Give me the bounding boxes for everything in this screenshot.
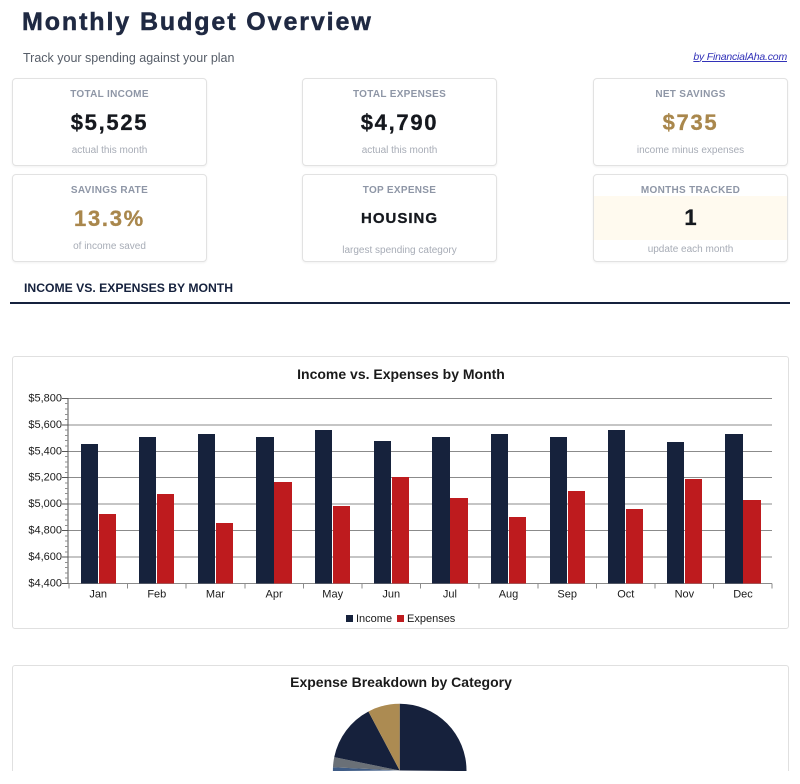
svg-text:Expenses: Expenses <box>407 613 456 625</box>
svg-text:Dec: Dec <box>733 589 753 601</box>
svg-text:Aug: Aug <box>499 589 519 601</box>
svg-text:$5,000: $5,000 <box>28 498 62 510</box>
svg-text:Sep: Sep <box>557 589 577 601</box>
svg-text:May: May <box>322 589 343 601</box>
svg-text:Income: Income <box>356 613 392 625</box>
svg-text:Jan: Jan <box>89 589 107 601</box>
svg-text:Mar: Mar <box>206 589 225 601</box>
svg-text:Feb: Feb <box>147 589 166 601</box>
svg-text:$5,400: $5,400 <box>28 445 62 457</box>
svg-text:$4,600: $4,600 <box>28 551 62 563</box>
svg-text:Expense Breakdown by Category: Expense Breakdown by Category <box>290 674 512 690</box>
svg-text:$5,200: $5,200 <box>28 472 62 484</box>
svg-text:Income vs. Expenses by Month: Income vs. Expenses by Month <box>297 366 505 382</box>
svg-text:Jun: Jun <box>382 589 400 601</box>
svg-text:$4,800: $4,800 <box>28 525 62 537</box>
svg-text:Oct: Oct <box>617 589 634 601</box>
svg-text:Nov: Nov <box>675 589 695 601</box>
svg-text:$4,400: $4,400 <box>28 578 62 590</box>
svg-text:Apr: Apr <box>266 589 283 601</box>
svg-text:$5,800: $5,800 <box>28 392 62 404</box>
svg-text:$5,600: $5,600 <box>28 419 62 431</box>
svg-text:Jul: Jul <box>443 589 457 601</box>
